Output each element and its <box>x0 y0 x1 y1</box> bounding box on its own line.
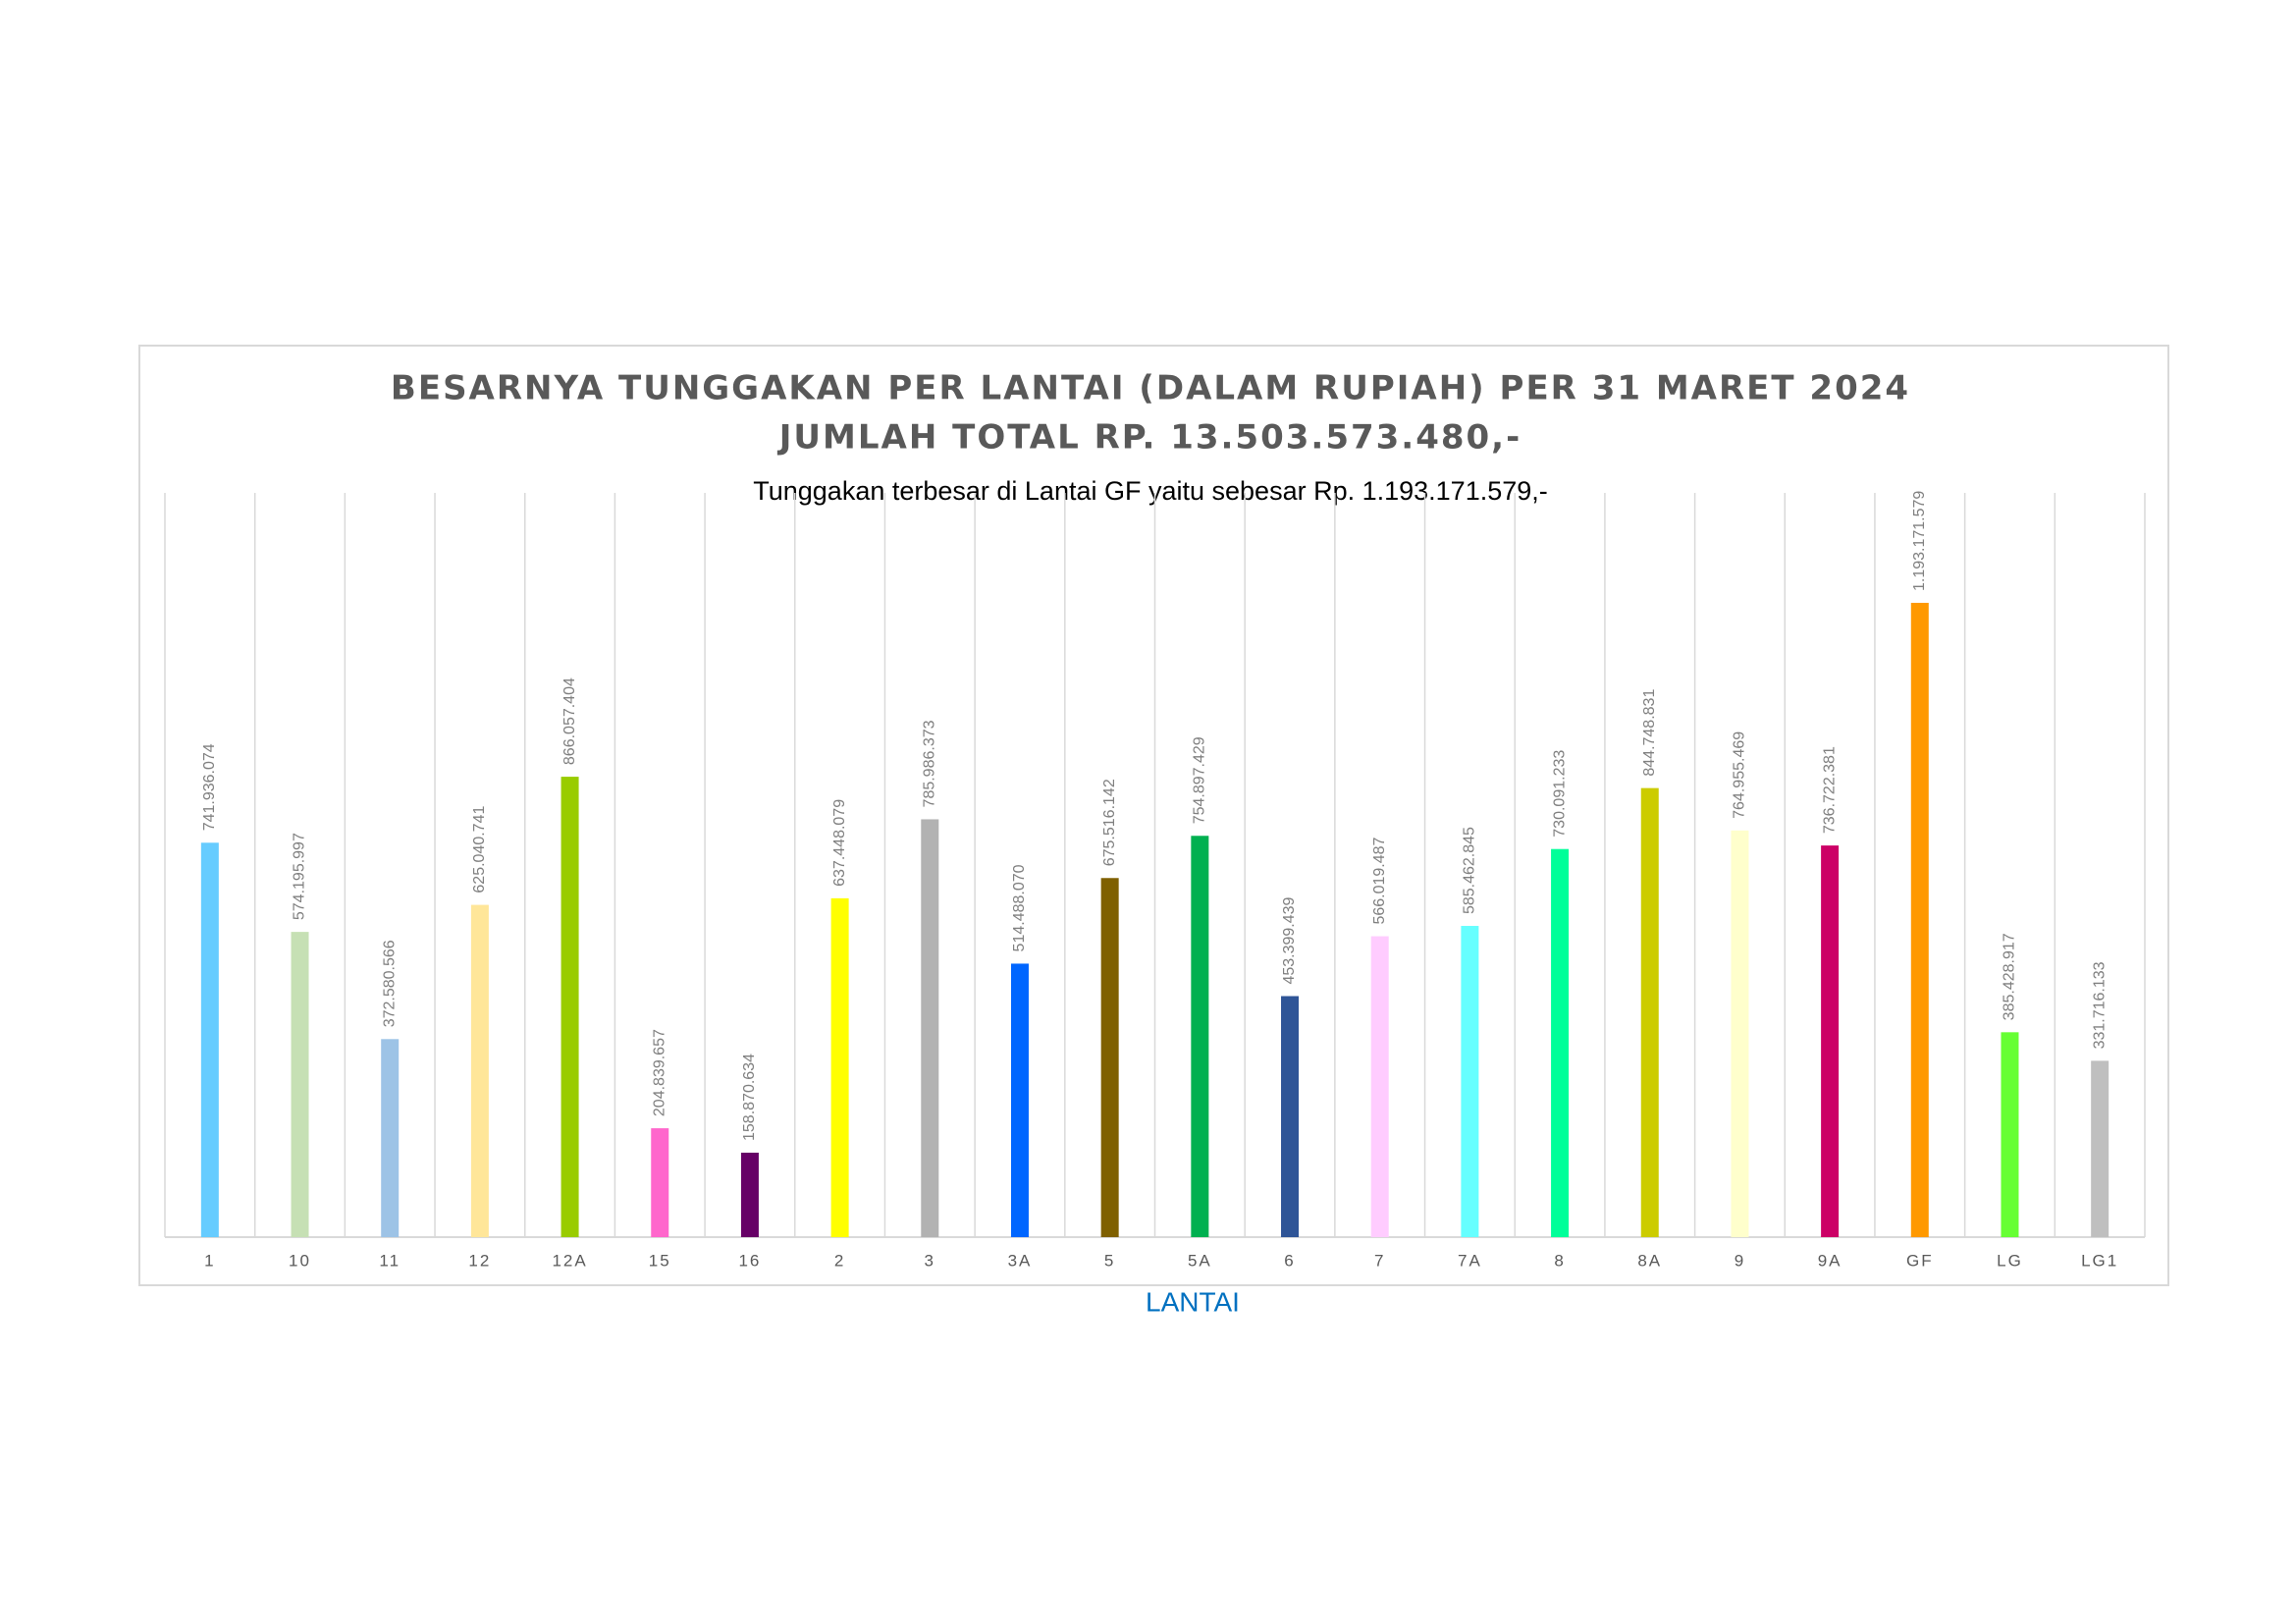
bar <box>1551 848 1570 1237</box>
value-label: 625.040.741 <box>471 806 488 893</box>
bar <box>561 777 579 1237</box>
chart-subtitle: JUMLAH TOTAL RP. 13.503.573.480,- <box>777 418 1522 458</box>
value-label: 844.748.831 <box>1641 689 1658 777</box>
x-tick-label: GF <box>1906 1251 1934 1270</box>
value-label: 453.399.439 <box>1281 896 1298 984</box>
value-label: 730.091.233 <box>1551 750 1568 838</box>
x-tick-label: LG1 <box>2081 1251 2118 1270</box>
value-label: 741.936.074 <box>201 743 218 831</box>
x-tick-label: 16 <box>738 1251 761 1270</box>
x-tick-label: 12 <box>468 1251 491 1270</box>
value-label: 385.428.917 <box>2002 933 2018 1020</box>
x-tick-label: 8A <box>1637 1251 1662 1270</box>
value-label: 866.057.404 <box>561 677 578 765</box>
x-axis-label: LANTAI <box>1146 1286 1240 1317</box>
bar <box>291 932 309 1237</box>
bar <box>1731 830 1749 1237</box>
x-tick-label: 12A <box>552 1251 587 1270</box>
x-tick-label: 2 <box>834 1251 845 1270</box>
x-tick-label: 9A <box>1818 1251 1842 1270</box>
value-label: 1.193.171.579 <box>1911 491 1928 591</box>
value-label: 566.019.487 <box>1371 837 1388 924</box>
bar <box>921 819 939 1237</box>
x-tick-label: 11 <box>379 1251 400 1270</box>
value-label: 158.870.634 <box>741 1054 758 1141</box>
bar <box>1821 845 1840 1237</box>
value-label: 331.716.133 <box>2091 961 2108 1049</box>
bar <box>200 842 219 1237</box>
value-label: 514.488.070 <box>1011 864 1028 951</box>
bar <box>1191 836 1209 1237</box>
chart-title: BESARNYA TUNGGAKAN PER LANTAI (DALAM RUP… <box>391 369 1910 408</box>
bar <box>1281 996 1300 1237</box>
bar <box>1010 963 1029 1237</box>
x-tick-label: 9 <box>1735 1251 1745 1270</box>
bar <box>2091 1060 2109 1237</box>
bar <box>2001 1032 2019 1237</box>
x-tick-label: 8 <box>1554 1251 1565 1270</box>
bar <box>381 1039 400 1237</box>
x-tick-label: 15 <box>649 1251 671 1270</box>
bar <box>740 1152 759 1237</box>
bar <box>1370 936 1389 1237</box>
value-label: 754.897.429 <box>1192 736 1208 824</box>
bar <box>830 897 849 1237</box>
value-label: 764.955.469 <box>1732 731 1748 819</box>
x-tick-label: LG <box>1997 1251 2023 1270</box>
x-tick-label: 3A <box>1008 1251 1033 1270</box>
x-tick-label: 3 <box>925 1251 935 1270</box>
value-label: 736.722.381 <box>1821 746 1838 834</box>
value-label: 637.448.079 <box>831 799 848 887</box>
value-label: 204.839.657 <box>651 1029 667 1116</box>
bar <box>1461 926 1479 1237</box>
value-label: 785.986.373 <box>922 720 938 807</box>
x-tick-label: 10 <box>289 1251 311 1270</box>
bar <box>1640 787 1659 1237</box>
annotation: Tunggakan terbesar di Lantai GF yaitu se… <box>753 476 1548 506</box>
bar <box>1100 878 1119 1237</box>
x-tick-label: 1 <box>204 1251 215 1270</box>
value-label: 372.580.566 <box>381 940 398 1027</box>
x-tick-label: 5 <box>1104 1251 1115 1270</box>
x-tick-label: 7 <box>1374 1251 1385 1270</box>
value-label: 574.195.997 <box>292 833 308 920</box>
value-label: 585.462.845 <box>1462 827 1478 914</box>
x-tick-label: 5A <box>1188 1251 1212 1270</box>
value-label: 675.516.142 <box>1101 779 1118 866</box>
bar <box>470 904 489 1237</box>
x-tick-label: 7A <box>1458 1251 1482 1270</box>
bar <box>1910 602 1929 1237</box>
x-tick-label: 6 <box>1284 1251 1295 1270</box>
bar <box>651 1128 669 1237</box>
